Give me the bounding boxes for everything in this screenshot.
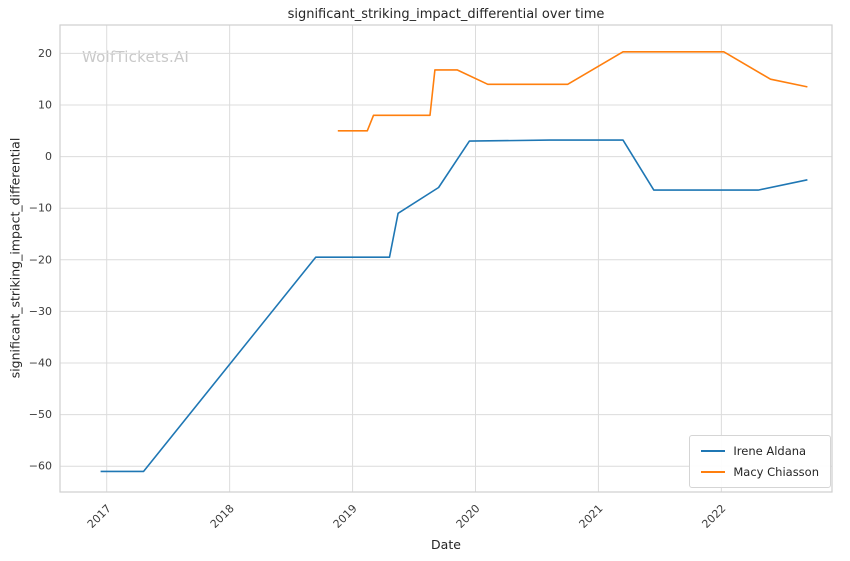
x-axis-label: Date	[431, 537, 461, 552]
y-tick-label: 0	[45, 150, 52, 163]
x-tick-label: 2020	[454, 502, 483, 531]
legend-label-irene-aldana: Irene Aldana	[733, 444, 807, 458]
legend-item-irene-aldana: Irene Aldana	[701, 444, 819, 458]
y-tick-label: −20	[29, 253, 52, 266]
chart-title: significant_striking_impact_differential…	[287, 7, 605, 22]
x-tick-label: 2018	[208, 502, 237, 531]
legend-label-macy-chiasson: Macy Chiasson	[733, 465, 819, 479]
y-tick-label: −10	[29, 202, 52, 215]
legend: Irene Aldana Macy Chiasson	[689, 435, 831, 488]
x-tick-label: 2021	[577, 502, 606, 531]
y-tick-label: −40	[29, 356, 52, 369]
series-line-macy-chiasson	[337, 50, 808, 132]
series-line-irene-aldana	[100, 139, 808, 473]
legend-line-sample-macy-chiasson	[701, 471, 726, 473]
y-tick-label: −60	[29, 460, 52, 473]
x-tick-label: 2022	[699, 502, 728, 531]
watermark: WolfTickets.AI	[82, 48, 190, 66]
plot-border	[59, 24, 833, 493]
legend-item-macy-chiasson: Macy Chiasson	[701, 465, 819, 479]
y-tick-label: −30	[29, 305, 52, 318]
y-tick-label: −50	[29, 408, 52, 421]
gridlines	[60, 25, 832, 492]
x-tick-label: 2017	[85, 502, 114, 531]
y-tick-label: 20	[38, 47, 52, 60]
y-tick-label: 10	[38, 98, 52, 111]
x-tick-label: 2019	[331, 502, 360, 531]
legend-line-sample-irene-aldana	[701, 450, 726, 452]
